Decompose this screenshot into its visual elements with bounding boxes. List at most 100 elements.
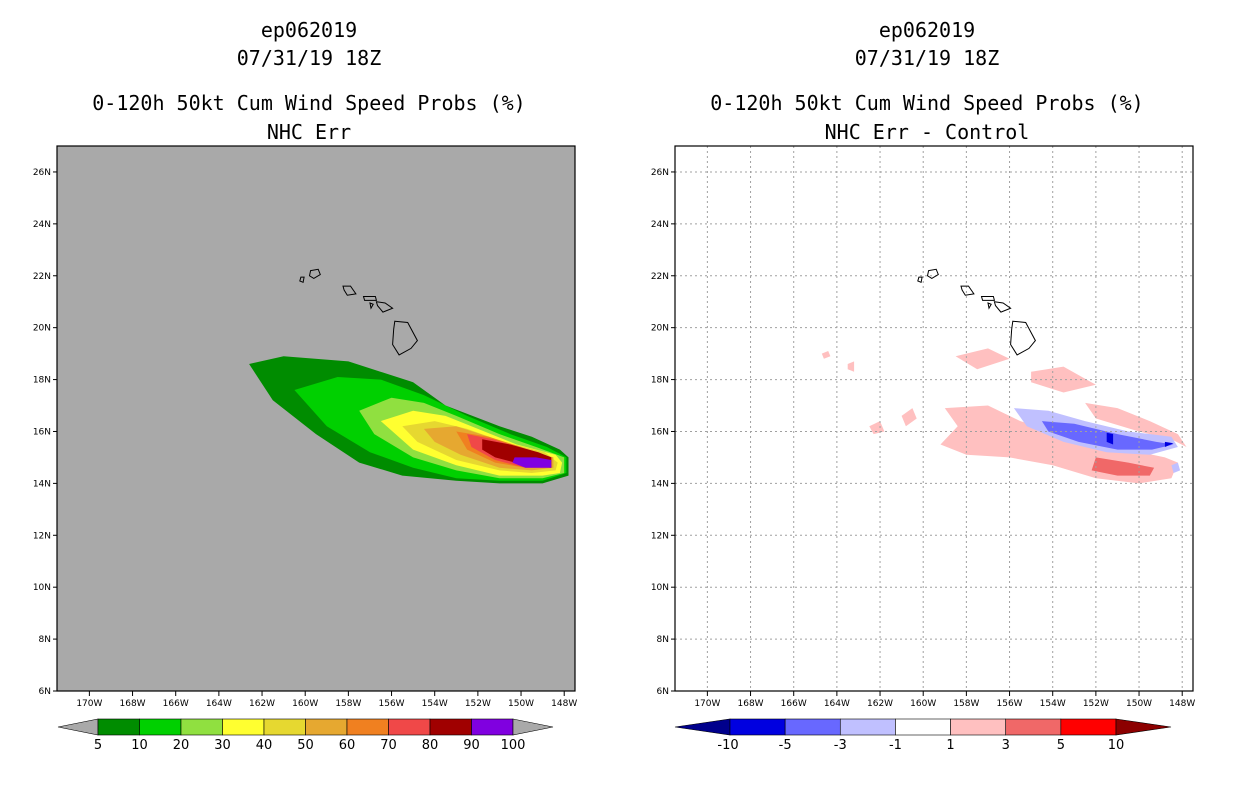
x-tick-label: 156W [997, 699, 1023, 709]
left-title-storm: ep062019 [260, 18, 358, 42]
colorbar-label: 30 [214, 738, 231, 753]
island-outline [987, 302, 992, 310]
y-tick-label: 16N [651, 427, 669, 437]
colorbar-label: 20 [173, 738, 190, 753]
y-tick-label: 26N [651, 168, 669, 178]
colorbar-label: 80 [422, 738, 439, 753]
y-tick-label: 10N [651, 583, 669, 593]
plot-frame [674, 145, 1194, 692]
contour--10--5 [1164, 441, 1174, 447]
y-tick-label: 18N [651, 376, 669, 386]
colorbar-swatch [346, 718, 389, 736]
contour-3-5 [1091, 457, 1155, 476]
y-tick-label: 6N [657, 687, 669, 697]
y-tick-label: 26N [33, 168, 51, 178]
colorbar: -10 -5 -3 -1 1 3 5 10 [674, 718, 1172, 753]
y-tick-label: 20N [33, 324, 51, 334]
y-tick-label: 14N [33, 479, 51, 489]
y-tick-label: 22N [651, 272, 669, 282]
right-title-field: NHC Err - Control [824, 120, 1030, 144]
contour-1-3 [901, 408, 917, 427]
island-outline [917, 276, 923, 283]
x-tick-label: 150W [508, 699, 534, 709]
contour-layer [249, 356, 569, 484]
colorbar-swatch [97, 718, 140, 736]
y-axis: 6N 8N 10N 12N 14N 16N 18N 20N 22N 24N 26N [33, 168, 57, 697]
colorbar-label: 10 [1108, 738, 1125, 753]
colorbar-label: 5 [1057, 738, 1065, 753]
colorbar-swatch [1005, 718, 1062, 736]
panel-left: 170W 168W 166W 164W 162W 160W 158W 156W 154W 152W… [33, 145, 577, 753]
x-tick-label: 164W [206, 699, 232, 709]
colorbar-min-arrow [57, 718, 99, 736]
island-outline [375, 301, 394, 313]
x-tick-label: 154W [1040, 699, 1066, 709]
colorbar-max-arrow [512, 718, 554, 736]
panel-right: 170W 168W 166W 164W 162W 160W 158W 156W 154W 152W… [651, 145, 1195, 753]
x-axis: 170W 168W 166W 164W 162W 160W 158W 156W 154W 152W… [76, 691, 577, 709]
colorbar-label: -3 [834, 738, 847, 753]
colorbar-swatch [950, 718, 1007, 736]
colorbar-swatch [429, 718, 472, 736]
island-outline [342, 285, 357, 296]
y-tick-label: 20N [651, 324, 669, 334]
y-tick-label: 24N [33, 220, 51, 230]
colorbar-label: 50 [297, 738, 314, 753]
island-outline [308, 268, 321, 279]
x-tick-label: 160W [292, 699, 318, 709]
colorbar-label: 90 [463, 738, 480, 753]
colorbar-label: 5 [94, 738, 102, 753]
island-outline [926, 268, 939, 279]
y-tick-label: 8N [39, 635, 51, 645]
x-tick-label: 168W [738, 699, 764, 709]
x-tick-label: 158W [953, 699, 979, 709]
x-tick-label: 150W [1126, 699, 1152, 709]
colorbar-swatch [180, 718, 223, 736]
colorbar-swatch [263, 718, 306, 736]
plot-frame [56, 145, 576, 692]
y-tick-label: 18N [33, 376, 51, 386]
colorbar-swatch [388, 718, 431, 736]
island-outline [362, 296, 378, 301]
x-tick-label: 156W [379, 699, 405, 709]
colorbar-swatch [729, 718, 786, 736]
hawaii-islands [299, 268, 418, 356]
colorbar-label: -1 [889, 738, 902, 753]
x-tick-label: 166W [163, 699, 189, 709]
x-tick-label: 168W [120, 699, 146, 709]
contour-90-100 [512, 457, 552, 468]
island-outline [993, 301, 1012, 313]
colorbar-label: 40 [256, 738, 273, 753]
island-outline [392, 320, 418, 356]
island-outline [1010, 320, 1036, 356]
colorbar-label: 70 [380, 738, 397, 753]
colorbar-label: 3 [1002, 738, 1010, 753]
island-outline [369, 302, 374, 310]
x-tick-label: 164W [824, 699, 850, 709]
x-tick-label: 170W [694, 699, 720, 709]
left-title-field: NHC Err [266, 120, 352, 144]
x-tick-label: 162W [249, 699, 275, 709]
x-axis: 170W 168W 166W 164W 162W 160W 158W 156W 154W 152W… [694, 691, 1195, 709]
colorbar-swatch [839, 718, 896, 736]
y-tick-label: 14N [651, 479, 669, 489]
right-title-product: 0-120h 50kt Cum Wind Speed Probs (%) [710, 91, 1144, 115]
y-tick-label: 12N [651, 531, 669, 541]
island-outline [299, 276, 305, 283]
contour-1-3 [1031, 366, 1096, 393]
contour-1-3 [847, 361, 855, 372]
colorbar-max-arrow [1115, 718, 1172, 736]
y-tick-label: 10N [33, 583, 51, 593]
x-tick-label: 170W [76, 699, 102, 709]
right-title-storm: ep062019 [878, 18, 976, 42]
contour-1-3 [955, 348, 1010, 370]
contour-1-3 [869, 421, 885, 435]
contour-1-3 [821, 351, 831, 359]
x-tick-label: 166W [781, 699, 807, 709]
colorbar-label: 1 [946, 738, 954, 753]
x-tick-label: 158W [335, 699, 361, 709]
x-tick-label: 154W [422, 699, 448, 709]
contour--3--1 [1171, 462, 1181, 473]
y-tick-label: 16N [33, 427, 51, 437]
